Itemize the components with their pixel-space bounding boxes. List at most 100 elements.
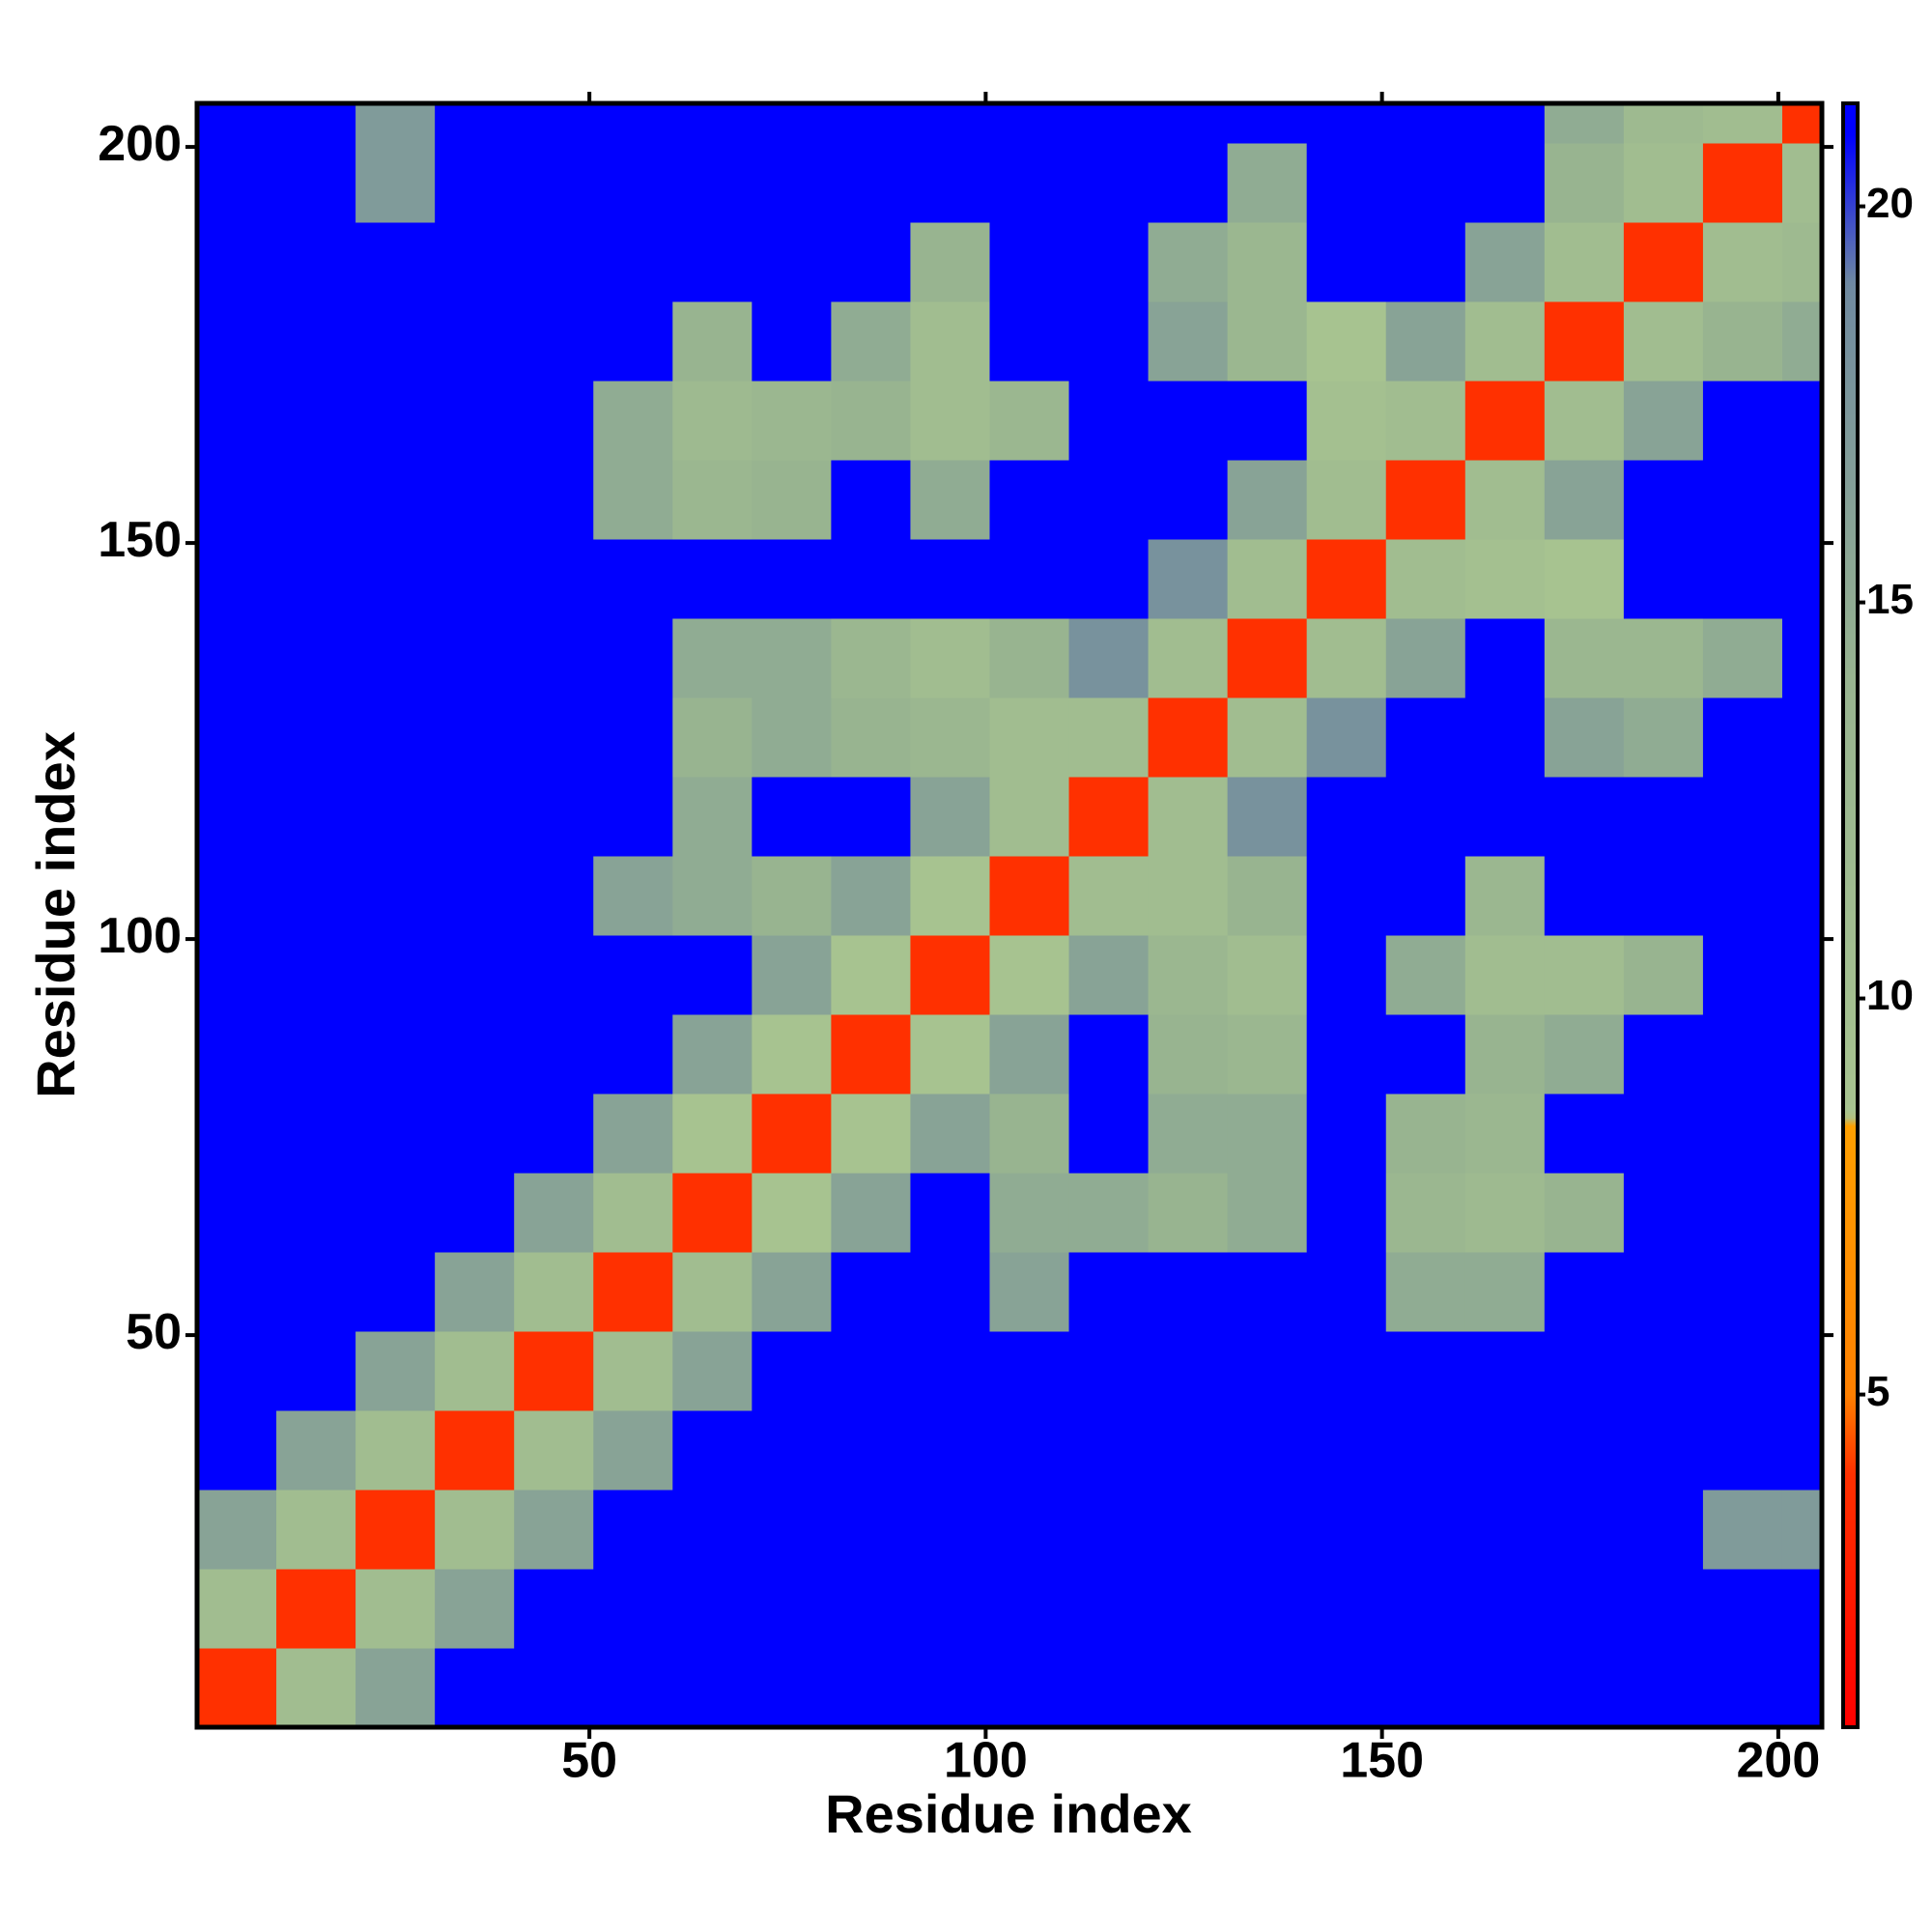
heatmap-cell	[593, 1173, 673, 1253]
heatmap-cell	[1544, 143, 1625, 223]
heatmap-cell	[1148, 1648, 1229, 1728]
heatmap-cell	[1306, 1569, 1387, 1649]
heatmap-cell	[1385, 222, 1466, 302]
heatmap-cell	[1227, 935, 1308, 1015]
heatmap-cell	[989, 103, 1070, 144]
heatmap-cell	[1385, 1173, 1466, 1253]
heatmap-cell	[1702, 1569, 1783, 1649]
heatmap-cell	[1544, 777, 1625, 857]
heatmap-cell	[355, 1490, 436, 1570]
heatmap-cell	[910, 1410, 990, 1491]
heatmap-cell	[1148, 301, 1229, 382]
heatmap-cell	[1464, 1173, 1546, 1253]
heatmap-cell	[1306, 618, 1387, 698]
heatmap-cell	[1781, 1014, 1823, 1094]
heatmap-cell	[1306, 697, 1387, 778]
heatmap-cell	[435, 1490, 515, 1570]
heatmap-cell	[1385, 1252, 1466, 1332]
heatmap-cell	[1148, 1094, 1229, 1174]
heatmap-cell	[1781, 1569, 1823, 1649]
heatmap-cell	[355, 935, 436, 1015]
heatmap-cell	[1702, 1094, 1783, 1174]
heatmap-cell	[1148, 103, 1229, 144]
heatmap-cell	[593, 1014, 673, 1094]
heatmap-cell	[1702, 1648, 1783, 1728]
heatmap-cell	[989, 222, 1070, 302]
heatmap-cell	[355, 460, 436, 540]
heatmap-cell	[1781, 1252, 1823, 1332]
heatmap-cell	[1781, 777, 1823, 857]
heatmap-cell	[1464, 1331, 1546, 1411]
heatmap-cell	[1544, 1094, 1625, 1174]
heatmap-cell	[752, 301, 832, 382]
heatmap-cell	[831, 618, 911, 698]
plot-frame	[194, 100, 1825, 1730]
y-tick-label: 50	[126, 1304, 182, 1360]
heatmap-cell	[1544, 222, 1625, 302]
heatmap-cell	[910, 777, 990, 857]
heatmap-cell	[1464, 143, 1546, 223]
heatmap-cell	[910, 935, 990, 1015]
heatmap-cell	[672, 1648, 753, 1728]
heatmap-cell	[1148, 1252, 1229, 1332]
heatmap-cell	[593, 777, 673, 857]
heatmap-cell	[1306, 856, 1387, 936]
heatmap-cell	[1227, 1569, 1308, 1649]
heatmap-cell	[672, 1173, 753, 1253]
heatmap-cell	[752, 697, 832, 778]
heatmap-cell	[910, 1331, 990, 1411]
heatmap-cell	[1068, 777, 1150, 857]
heatmap-cell	[1464, 697, 1546, 778]
heatmap-cell	[276, 103, 356, 144]
heatmap-cell	[989, 1569, 1070, 1649]
heatmap-cell	[910, 618, 990, 698]
heatmap-cell	[197, 222, 277, 302]
heatmap-cell	[1544, 697, 1625, 778]
heatmap-cell	[1385, 103, 1466, 144]
heatmap-cell	[1702, 1014, 1783, 1094]
heatmap-cell	[593, 301, 673, 382]
y-tick-label: 200	[98, 116, 182, 172]
heatmap-cell	[831, 539, 911, 619]
x-tick-label: 100	[944, 1733, 1028, 1789]
heatmap-cell	[1623, 1410, 1704, 1491]
heatmap-cell	[831, 103, 911, 144]
heatmap-cell	[831, 1094, 911, 1174]
heatmap-cell	[831, 935, 911, 1015]
heatmap-cell	[197, 1410, 277, 1491]
heatmap-cell	[910, 222, 990, 302]
heatmap-cell	[1464, 1490, 1546, 1570]
heatmap-cell	[514, 1490, 594, 1570]
heatmap-cell	[1781, 539, 1823, 619]
heatmap-cell	[1702, 460, 1783, 540]
heatmap-cell	[1623, 1173, 1704, 1253]
heatmap-cell	[1702, 697, 1783, 778]
heatmap-cell	[1227, 1490, 1308, 1570]
heatmap-cell	[1544, 935, 1625, 1015]
heatmap-cell	[1306, 1490, 1387, 1570]
heatmap-cell	[1781, 618, 1823, 698]
heatmap-cell	[672, 1252, 753, 1332]
heatmap-cell	[1623, 1648, 1704, 1728]
heatmap-cell	[831, 1331, 911, 1411]
heatmap-cell	[1464, 1410, 1546, 1491]
heatmap-cell	[989, 143, 1070, 223]
heatmap-cell	[1148, 1014, 1229, 1094]
heatmap-cell	[1306, 381, 1387, 461]
heatmap-cell	[514, 1569, 594, 1649]
heatmap-cell	[672, 1331, 753, 1411]
heatmap-cell	[910, 1490, 990, 1570]
colorbar-tick-label: 20	[1866, 180, 1914, 227]
heatmap-cell	[1227, 1173, 1308, 1253]
heatmap-cell	[593, 697, 673, 778]
x-tick-label: 150	[1340, 1733, 1424, 1789]
y-axis-title: Residue index	[25, 731, 86, 1098]
heatmap-cell	[1781, 222, 1823, 302]
heatmap-cell	[355, 618, 436, 698]
heatmap-cell	[989, 381, 1070, 461]
heatmap-cell	[1068, 1331, 1150, 1411]
heatmap-cell	[1068, 935, 1150, 1015]
colorbar-tick-label: 10	[1866, 972, 1914, 1019]
heatmap-cell	[1464, 1094, 1546, 1174]
heatmap-cell	[1227, 222, 1308, 302]
